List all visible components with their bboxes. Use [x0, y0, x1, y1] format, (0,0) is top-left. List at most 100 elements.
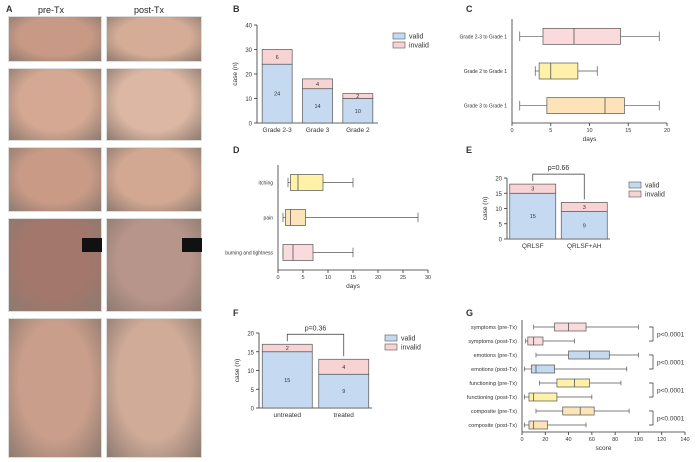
box-C — [546, 97, 625, 115]
privacy-bar — [82, 238, 102, 252]
bar-B-invalid — [342, 93, 374, 99]
bar-value-label-B: 4 — [316, 82, 319, 88]
bar-B-valid — [261, 63, 293, 124]
bar-value-label-F: 15 — [284, 378, 290, 384]
photo-back-pre — [8, 68, 102, 141]
box-C — [542, 27, 621, 45]
x-tick-label-F: untreated — [274, 412, 302, 419]
category-label-G: functioning (pre-Tx) — [469, 381, 517, 387]
x-tick-label-G: 140 — [680, 437, 689, 443]
legend-label-B: valid — [409, 34, 424, 41]
box-D — [290, 174, 324, 191]
x-tick-label-C: 10 — [586, 128, 592, 134]
category-label-G: functioning (post-Tx) — [467, 395, 517, 401]
category-label-C: Grade 2 to Grade 1 — [464, 69, 507, 75]
box-G — [554, 322, 587, 332]
y-tick-label-E: 15 — [495, 192, 502, 198]
x-tick-label-D: 25 — [400, 275, 406, 281]
x-tick-label-B: Grade 2-3 — [263, 127, 293, 134]
photo-thighs-pre — [8, 147, 102, 212]
box-G — [568, 350, 610, 360]
y-tick-label-B: 40 — [245, 24, 252, 30]
x-tick-label-D: 5 — [301, 275, 304, 281]
y-axis-label-B: case (n) — [232, 62, 239, 85]
box-G — [530, 364, 555, 374]
panel-label-d: D — [233, 145, 240, 155]
x-axis-label-D: days — [346, 283, 360, 290]
y-tick-label-E: 20 — [495, 177, 502, 183]
legend-label-E: invalid — [645, 192, 665, 199]
x-tick-label-B: Grade 2 — [346, 127, 370, 134]
bar-value-label-B: 24 — [274, 92, 280, 98]
bar-F-valid — [318, 373, 370, 409]
bar-F-valid — [261, 351, 313, 409]
x-tick-label-G: 80 — [612, 437, 618, 443]
significance-bracket-F — [286, 333, 345, 357]
legend-label-B: invalid — [409, 43, 429, 50]
photo-face-post — [106, 218, 202, 312]
x-tick-label-G: 120 — [657, 437, 666, 443]
bar-value-label-E: 3 — [531, 187, 534, 193]
x-tick-label-D: 15 — [350, 275, 356, 281]
bar-B-valid — [302, 88, 333, 124]
category-label-G: composite (post-Tx) — [468, 423, 517, 429]
photo-face-pre — [8, 218, 102, 312]
y-tick-label-F: 0 — [251, 407, 255, 413]
p-value-label-G: p<0.0001 — [657, 332, 685, 339]
box-G — [562, 406, 595, 416]
panel-label-f: F — [233, 308, 239, 318]
box-D — [282, 244, 314, 261]
significance-bracket-G — [649, 382, 654, 398]
bar-value-label-B: 6 — [276, 55, 279, 61]
photo-thighs-post — [106, 147, 202, 212]
box-G — [556, 378, 590, 388]
x-tick-label-G: 40 — [566, 437, 572, 443]
box-G — [527, 336, 544, 346]
significance-bracket-G — [649, 326, 654, 342]
bar-F-invalid — [261, 343, 313, 353]
bar-E-invalid — [560, 202, 608, 212]
box-D — [285, 209, 306, 226]
significance-bracket-G — [649, 410, 654, 426]
photo-legs-pre — [8, 16, 102, 62]
x-axis-label-G: score — [596, 445, 612, 452]
bar-B-valid — [342, 98, 374, 124]
x-tick-label-D: 10 — [325, 275, 331, 281]
x-tick-label-C: 0 — [510, 128, 513, 134]
bar-value-label-F: 9 — [342, 389, 345, 395]
bar-E-valid — [509, 192, 557, 240]
legend-swatch-E — [628, 190, 642, 198]
y-tick-label-F: 15 — [247, 350, 254, 356]
bar-E-invalid — [509, 183, 557, 194]
bar-B-invalid — [261, 49, 293, 65]
legend-label-F: valid — [401, 336, 416, 343]
x-tick-label-C: 15 — [625, 128, 631, 134]
y-tick-label-F: 5 — [251, 388, 255, 394]
significance-bracket-E — [532, 173, 585, 200]
panel-label-c: C — [466, 4, 473, 14]
y-tick-label-E: 10 — [495, 207, 502, 213]
legend-swatch-F — [384, 334, 398, 342]
category-label-D: itching — [259, 181, 274, 187]
y-tick-label-F: 10 — [247, 369, 254, 375]
bar-value-label-E: 9 — [583, 223, 586, 229]
x-tick-label-C: 20 — [664, 128, 670, 134]
box-G — [528, 420, 548, 430]
x-tick-label-D: 20 — [375, 275, 381, 281]
bar-F-invalid — [318, 358, 370, 375]
legend-swatch-E — [628, 181, 642, 189]
y-tick-label-B: 20 — [245, 73, 252, 79]
bar-value-label-B: 14 — [314, 104, 320, 110]
x-tick-label-D: 30 — [425, 275, 431, 281]
legend-swatch-F — [384, 343, 398, 351]
bar-value-label-B: 2 — [356, 94, 359, 100]
panel-label-e: E — [466, 145, 473, 155]
bar-value-label-E: 3 — [583, 205, 586, 211]
x-tick-label-E: QRLSF — [522, 243, 544, 250]
x-tick-label-B: Grade 3 — [306, 127, 330, 134]
photo-upper-back-post — [106, 318, 202, 458]
y-tick-label-B: 10 — [245, 97, 252, 103]
legend-label-E: valid — [645, 183, 660, 190]
x-axis-label-C: days — [583, 136, 597, 143]
